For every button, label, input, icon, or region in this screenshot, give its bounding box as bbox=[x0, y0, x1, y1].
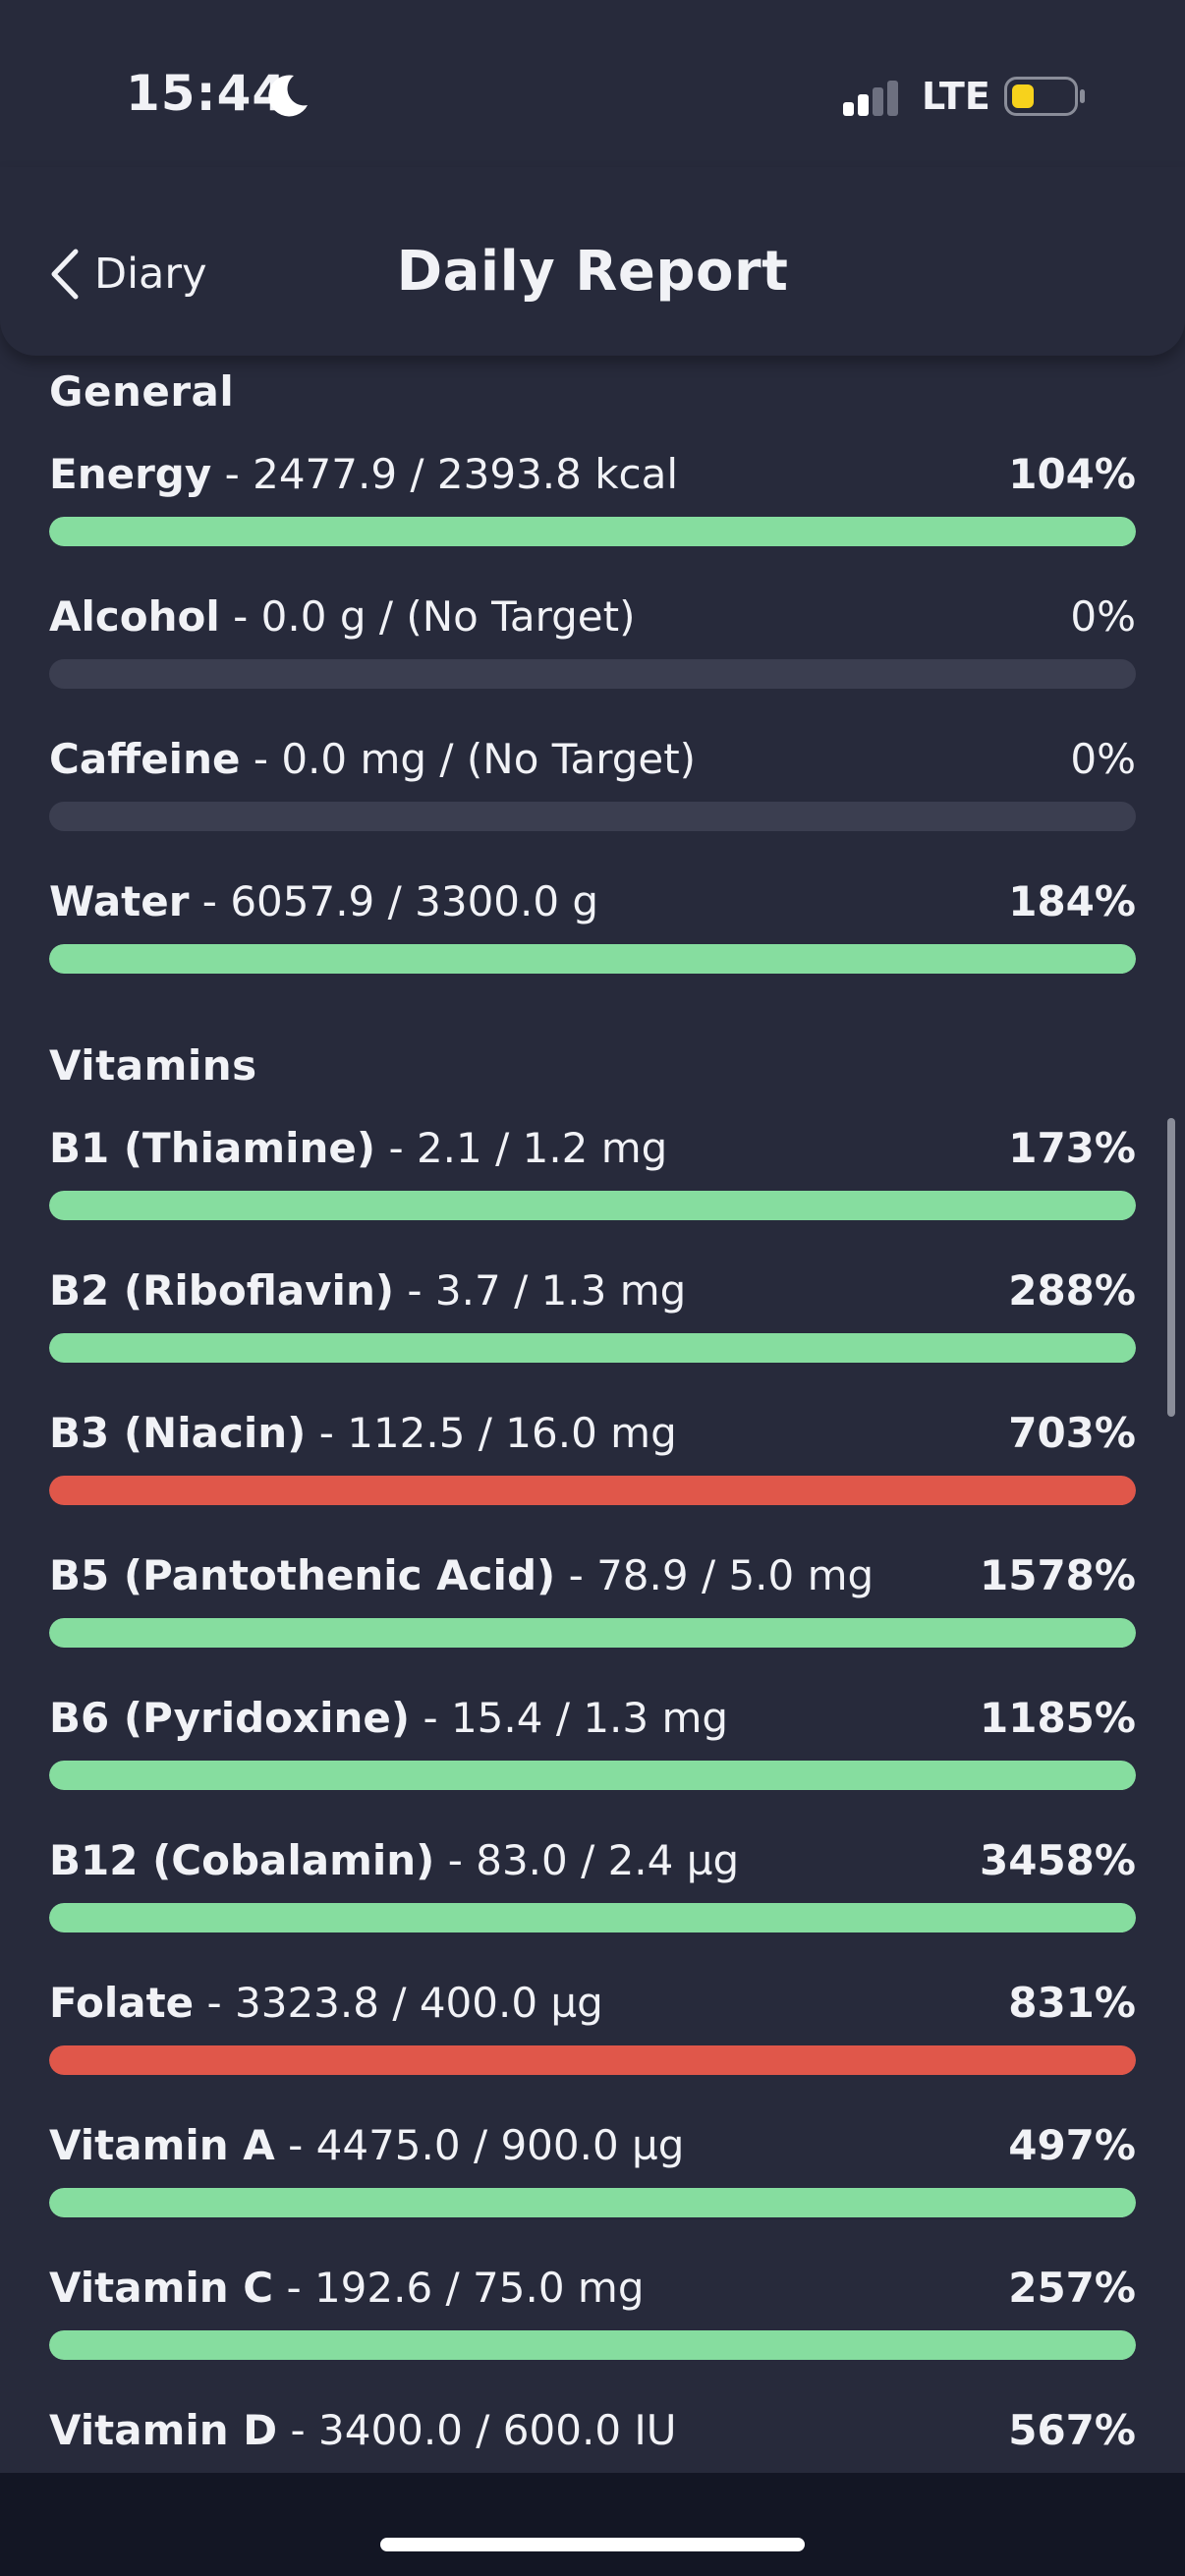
nutrient-name: B2 (Riboflavin) bbox=[49, 1266, 395, 1315]
nutrient-detail: 2.1 / 1.2 mg bbox=[416, 1124, 668, 1172]
progress-bar bbox=[49, 1618, 1136, 1648]
nutrient-row-b2: B2 (Riboflavin) - 3.7 / 1.3 mg 288% bbox=[49, 1266, 1136, 1374]
report-list[interactable]: General Energy - 2477.9 / 2393.8 kcal 10… bbox=[0, 356, 1185, 2473]
nutrient-percent: 173% bbox=[1008, 1124, 1136, 1172]
nutrient-row-b6: B6 (Pyridoxine) - 15.4 / 1.3 mg 1185% bbox=[49, 1694, 1136, 1802]
nutrient-name: Vitamin A bbox=[49, 2121, 275, 2169]
nutrient-name: Alcohol bbox=[49, 592, 220, 641]
nutrient-percent: 257% bbox=[1008, 2264, 1136, 2312]
nutrient-name: Water bbox=[49, 877, 190, 925]
nutrient-row-vitamin-a: Vitamin A - 4475.0 / 900.0 µg 497% bbox=[49, 2121, 1136, 2229]
signal-icon bbox=[843, 81, 898, 116]
progress-fill bbox=[49, 1191, 1136, 1220]
progress-fill bbox=[49, 1618, 1136, 1648]
nutrient-name: B12 (Cobalamin) bbox=[49, 1836, 435, 1884]
moon-icon bbox=[268, 75, 308, 117]
battery-icon bbox=[1004, 77, 1085, 116]
status-time: 15:44 bbox=[126, 65, 288, 122]
nutrient-percent: 288% bbox=[1008, 1266, 1136, 1315]
nutrient-row-vitamin-d: Vitamin D - 3400.0 / 600.0 IU 567% bbox=[49, 2406, 1136, 2473]
nutrient-detail: 78.9 / 5.0 mg bbox=[596, 1551, 875, 1599]
nutrient-name: B3 (Niacin) bbox=[49, 1409, 307, 1457]
nutrient-name: Folate bbox=[49, 1979, 195, 2027]
section-title-general: General bbox=[49, 367, 235, 416]
chevron-left-icon bbox=[51, 249, 79, 300]
progress-bar bbox=[49, 2045, 1136, 2075]
back-button[interactable]: Diary bbox=[47, 240, 207, 308]
scroll-indicator[interactable] bbox=[1167, 1118, 1175, 1417]
progress-bar bbox=[49, 1476, 1136, 1505]
nutrient-percent: 831% bbox=[1008, 1979, 1136, 2027]
nutrient-detail: 0.0 mg / (No Target) bbox=[281, 735, 697, 783]
bottom-bar bbox=[0, 2473, 1185, 2576]
progress-fill bbox=[49, 2045, 1136, 2075]
nutrient-name: Energy bbox=[49, 450, 212, 498]
nutrient-detail: 3.7 / 1.3 mg bbox=[434, 1266, 687, 1315]
progress-bar bbox=[49, 2188, 1136, 2217]
nutrient-row-folate: Folate - 3323.8 / 400.0 µg 831% bbox=[49, 1979, 1136, 2087]
nutrient-percent: 703% bbox=[1008, 1409, 1136, 1457]
progress-bar bbox=[49, 1191, 1136, 1220]
progress-bar bbox=[49, 1333, 1136, 1363]
nutrient-detail: 112.5 / 16.0 mg bbox=[347, 1409, 677, 1457]
progress-bar bbox=[49, 659, 1136, 689]
nutrient-row-b1: B1 (Thiamine) - 2.1 / 1.2 mg 173% bbox=[49, 1124, 1136, 1232]
nutrient-row-water: Water - 6057.9 / 3300.0 g 184% bbox=[49, 877, 1136, 985]
progress-fill bbox=[49, 1761, 1136, 1790]
nutrient-percent: 0% bbox=[1070, 735, 1136, 783]
nutrient-name: Vitamin D bbox=[49, 2406, 278, 2454]
progress-bar bbox=[49, 2330, 1136, 2360]
progress-fill bbox=[49, 2330, 1136, 2360]
nutrient-detail: 3400.0 / 600.0 IU bbox=[318, 2406, 677, 2454]
nutrient-detail: 4475.0 / 900.0 µg bbox=[315, 2121, 685, 2169]
nutrient-detail: 6057.9 / 3300.0 g bbox=[230, 877, 599, 925]
nutrient-percent: 567% bbox=[1008, 2406, 1136, 2454]
progress-fill bbox=[49, 1903, 1136, 1932]
nutrient-name: B1 (Thiamine) bbox=[49, 1124, 376, 1172]
nutrient-name: Caffeine bbox=[49, 735, 241, 783]
nutrient-percent: 1185% bbox=[980, 1694, 1136, 1742]
nutrient-detail: 0.0 g / (No Target) bbox=[260, 592, 636, 641]
progress-fill bbox=[49, 944, 1136, 974]
network-label: LTE bbox=[922, 75, 990, 118]
nutrient-detail: 192.6 / 75.0 mg bbox=[313, 2264, 645, 2312]
progress-fill bbox=[49, 1476, 1136, 1505]
nutrient-row-b5: B5 (Pantothenic Acid) - 78.9 / 5.0 mg 15… bbox=[49, 1551, 1136, 1659]
nutrient-detail: 83.0 / 2.4 µg bbox=[476, 1836, 740, 1884]
progress-fill bbox=[49, 2188, 1136, 2217]
nutrient-percent: 104% bbox=[1008, 450, 1136, 498]
nutrient-row-b12: B12 (Cobalamin) - 83.0 / 2.4 µg 3458% bbox=[49, 1836, 1136, 1944]
nutrient-percent: 497% bbox=[1008, 2121, 1136, 2169]
progress-fill bbox=[49, 517, 1136, 546]
nutrient-name: B5 (Pantothenic Acid) bbox=[49, 1551, 556, 1599]
progress-bar bbox=[49, 1761, 1136, 1790]
nutrient-row-caffeine: Caffeine - 0.0 mg / (No Target) 0% bbox=[49, 735, 1136, 843]
nutrient-percent: 3458% bbox=[980, 1836, 1136, 1884]
nutrient-row-b3: B3 (Niacin) - 112.5 / 16.0 mg 703% bbox=[49, 1409, 1136, 1517]
status-bar: 15:44 LTE bbox=[0, 0, 1185, 196]
nutrient-detail: 15.4 / 1.3 mg bbox=[450, 1694, 729, 1742]
progress-bar bbox=[49, 1903, 1136, 1932]
home-indicator[interactable] bbox=[380, 2538, 805, 2551]
progress-bar bbox=[49, 517, 1136, 546]
nav-header: Diary Daily Report bbox=[0, 167, 1185, 356]
nutrient-detail: 3323.8 / 400.0 µg bbox=[235, 1979, 603, 2027]
nutrient-name: Vitamin C bbox=[49, 2264, 274, 2312]
progress-bar bbox=[49, 944, 1136, 974]
nutrient-percent: 184% bbox=[1008, 877, 1136, 925]
nutrient-detail: 2477.9 / 2393.8 kcal bbox=[253, 450, 679, 498]
nutrient-name: B6 (Pyridoxine) bbox=[49, 1694, 411, 1742]
nutrient-row-vitamin-c: Vitamin C - 192.6 / 75.0 mg 257% bbox=[49, 2264, 1136, 2372]
nutrient-percent: 1578% bbox=[980, 1551, 1136, 1599]
nutrient-row-alcohol: Alcohol - 0.0 g / (No Target) 0% bbox=[49, 592, 1136, 700]
back-label: Diary bbox=[94, 250, 207, 299]
progress-bar bbox=[49, 802, 1136, 831]
progress-fill bbox=[49, 1333, 1136, 1363]
section-title-vitamins: Vitamins bbox=[49, 1041, 257, 1090]
nutrient-percent: 0% bbox=[1070, 592, 1136, 641]
page-title: Daily Report bbox=[396, 240, 789, 304]
nutrient-row-energy: Energy - 2477.9 / 2393.8 kcal 104% bbox=[49, 450, 1136, 558]
